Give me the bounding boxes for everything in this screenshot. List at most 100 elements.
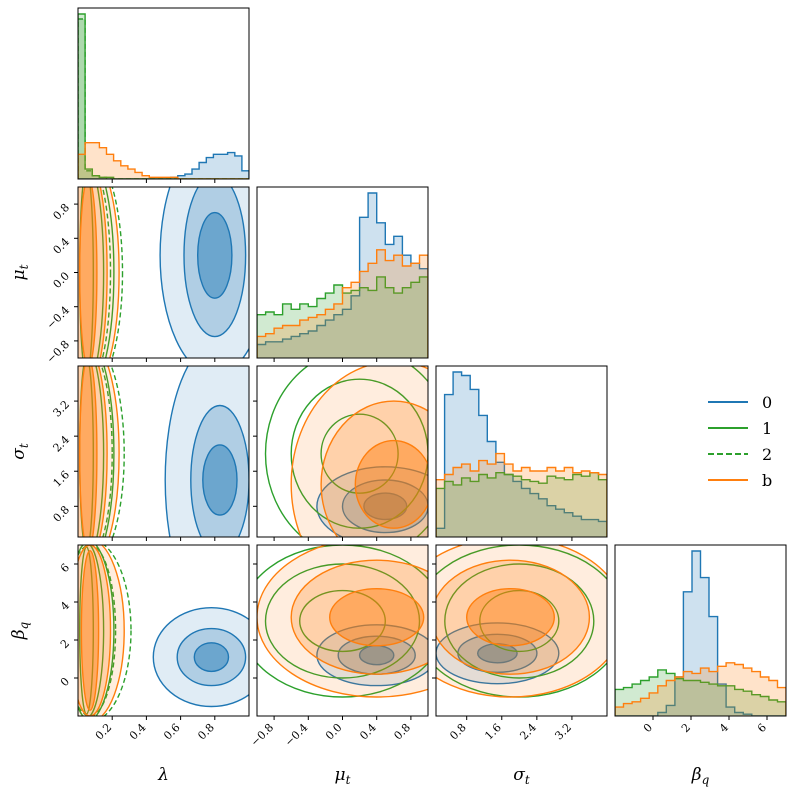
contour-beta_q-vs-mu_t-series-b-level-1 <box>257 545 428 698</box>
x-tick-label-beta_q-1: 2 <box>679 721 693 735</box>
contour-sigma_t-vs-lambda-series-b-level-2 <box>78 366 108 537</box>
contour-sigma_t-vs-mu_t-series-b-level-1 <box>290 366 428 537</box>
hist-line-beta_q-series-b <box>615 662 786 716</box>
contour-beta_q-vs-lambda-series-0-level-3 <box>193 642 230 673</box>
contour-sigma_t-vs-lambda-series-b-level-3 <box>79 366 98 537</box>
contour-beta_q-vs-mu_t-series-b-level-3 <box>329 588 425 647</box>
contour-beta_q-vs-lambda-series-2-level-1 <box>103 545 132 716</box>
legend-label-2: 2 <box>762 445 772 464</box>
legend-label-b: b <box>762 471 772 490</box>
y-tick-label-sigma_t-1: 1.6 <box>51 468 73 490</box>
contour-mu_t-vs-lambda-series-2-level-1 <box>111 187 124 358</box>
x-tick-label-beta_q-0: 0 <box>641 721 655 735</box>
contour-beta_q-vs-mu_t-series-b-level-2 <box>290 559 428 675</box>
contour-beta_q-vs-sigma_t-series-b-level-3 <box>466 588 556 647</box>
hist-line-sigma_t-series-0 <box>436 371 607 537</box>
axis-labels: λ μt σt βq μt σt βq <box>9 264 710 787</box>
contour-mu_t-vs-lambda-series-1-level-2 <box>96 187 105 358</box>
contour-sigma_t-vs-lambda-series-1-level-2 <box>95 366 105 537</box>
hist-fill-sigma_t-series-1 <box>436 472 607 537</box>
contour-sigma_t-vs-mu_t-series-1-level-2 <box>290 378 428 529</box>
legend: 0 1 2 b <box>708 393 772 490</box>
y-tick-label-beta_q-0: 0 <box>58 675 72 689</box>
x-tick-label-sigma_t-0: 0.8 <box>447 721 469 743</box>
contour-beta_q-vs-mu_t-series-1-level-2 <box>264 563 421 679</box>
x-axis-label-lambda: λ <box>157 765 169 785</box>
hist-fill-beta_q-series-b <box>615 662 786 716</box>
contour-sigma_t-vs-mu_t-series-0-level-3 <box>363 492 408 521</box>
y-tick-label-sigma_t-3: 3.2 <box>51 398 73 420</box>
contour-panel-mu_t-vs-lambda <box>77 186 250 359</box>
legend-label-0: 0 <box>762 393 772 412</box>
hist-panel-mu_t <box>256 186 429 359</box>
contour-beta_q-vs-sigma_t-series-0-level-1 <box>436 622 560 685</box>
contour-beta_q-vs-lambda-series-2-level-2 <box>78 545 117 716</box>
contour-mu_t-vs-lambda-series-0-level-2 <box>183 187 247 338</box>
y-tick-label-sigma_t-2: 2.4 <box>51 433 73 455</box>
hist-line-mu_t-series-b <box>257 249 428 358</box>
hist-line-lambda-series-b <box>78 142 249 179</box>
x-tick-label-mu_t-3: 0.4 <box>357 721 379 743</box>
contour-mu_t-vs-lambda-series-b-level-3 <box>79 187 98 358</box>
x-axis-label-sigma_t: σt <box>513 765 530 787</box>
contour-mu_t-vs-lambda-series-2-level-2 <box>101 187 112 358</box>
contour-beta_q-vs-sigma_t-series-1-level-3 <box>479 589 560 653</box>
panels <box>77 7 787 717</box>
x-tick-label-beta_q-3: 6 <box>755 721 769 735</box>
contour-mu_t-vs-lambda-series-0-level-3 <box>196 211 233 299</box>
x-tick-label-mu_t-4: 0.8 <box>391 721 413 743</box>
hist-panel-sigma_t <box>435 365 608 538</box>
contour-sigma_t-vs-mu_t-series-b-level-3 <box>354 439 428 529</box>
contour-beta_q-vs-mu_t-series-1-level-1 <box>257 545 428 698</box>
hist-panel-lambda <box>77 7 250 180</box>
legend-label-1: 1 <box>762 419 772 438</box>
contour-sigma_t-vs-lambda-series-2-level-2 <box>100 366 113 537</box>
y-tick-label-mu_t-4: 0.8 <box>51 201 73 223</box>
contour-beta_q-vs-sigma_t-series-b-level-2 <box>436 559 591 675</box>
contour-frame-beta_q-vs-sigma_t <box>435 544 608 717</box>
hist-fill-beta_q-series-1 <box>615 669 786 716</box>
contour-sigma_t-vs-lambda-series-2-level-1 <box>110 366 125 537</box>
contour-panel-sigma_t-vs-lambda <box>77 365 250 538</box>
hist-fill-sigma_t-series-b <box>436 453 607 537</box>
x-tick-label-mu_t-1: −0.4 <box>282 721 310 749</box>
contour-sigma_t-vs-lambda-series-b-level-1 <box>78 366 120 537</box>
contour-frame-sigma_t-vs-lambda <box>77 365 250 538</box>
hist-fill-lambda-series-b <box>78 142 249 179</box>
contour-beta_q-vs-lambda-series-1-level-2 <box>78 545 105 716</box>
x-tick-label-sigma_t-1: 1.6 <box>482 721 504 743</box>
y-tick-label-beta_q-3: 6 <box>58 561 72 575</box>
hist-fill-lambda-series-0 <box>78 152 249 179</box>
contour-sigma_t-vs-mu_t-series-1-level-1 <box>264 366 428 537</box>
hist-line-sigma_t-series-1 <box>436 472 607 537</box>
hist-fill-beta_q-series-0 <box>615 551 786 716</box>
hist-fill-mu_t-series-1 <box>257 276 428 358</box>
y-tick-label-mu_t-3: 0.4 <box>51 235 73 257</box>
x-tick-label-sigma_t-2: 2.4 <box>517 721 539 743</box>
x-tick-label-lambda-1: 0.4 <box>127 721 149 743</box>
contour-panel-sigma_t-vs-mu_t <box>256 365 429 538</box>
hist-line-sigma_t-series-b <box>436 452 607 537</box>
contour-beta_q-vs-lambda-series-1-level-1 <box>95 545 115 716</box>
y-tick-label-mu_t-1: −0.4 <box>44 304 72 332</box>
contour-panel-beta_q-vs-lambda <box>77 544 250 717</box>
contour-beta_q-vs-lambda-series-0-level-2 <box>176 627 247 687</box>
contour-sigma_t-vs-mu_t-series-1-level-3 <box>320 413 399 494</box>
x-tick-label-mu_t-0: −0.8 <box>248 721 276 749</box>
x-tick-label-mu_t-2: 0.0 <box>323 721 345 743</box>
x-tick-label-sigma_t-3: 3.2 <box>552 721 574 743</box>
hist-frame-sigma_t <box>435 365 608 538</box>
y-tick-label-beta_q-1: 2 <box>58 637 72 651</box>
y-tick-label-sigma_t-0: 0.8 <box>51 503 73 525</box>
hist-line-mu_t-series-0 <box>257 192 428 358</box>
contour-sigma_t-vs-mu_t-series-b-level-2 <box>320 400 428 537</box>
hist-frame-beta_q <box>614 544 787 717</box>
contour-beta_q-vs-sigma_t-series-1-level-2 <box>444 563 595 679</box>
y-axis-label-sigma_t: σt <box>9 443 31 460</box>
x-tick-label-lambda-2: 0.6 <box>161 721 183 743</box>
contour-sigma_t-vs-lambda-series-0-level-3 <box>202 444 238 516</box>
contour-beta_q-vs-mu_t-series-1-level-3 <box>299 589 387 653</box>
contour-mu_t-vs-lambda-series-b-level-1 <box>78 187 120 358</box>
contour-beta_q-vs-lambda-series-0-level-1 <box>152 607 249 708</box>
y-tick-label-mu_t-0: −0.8 <box>44 338 72 366</box>
